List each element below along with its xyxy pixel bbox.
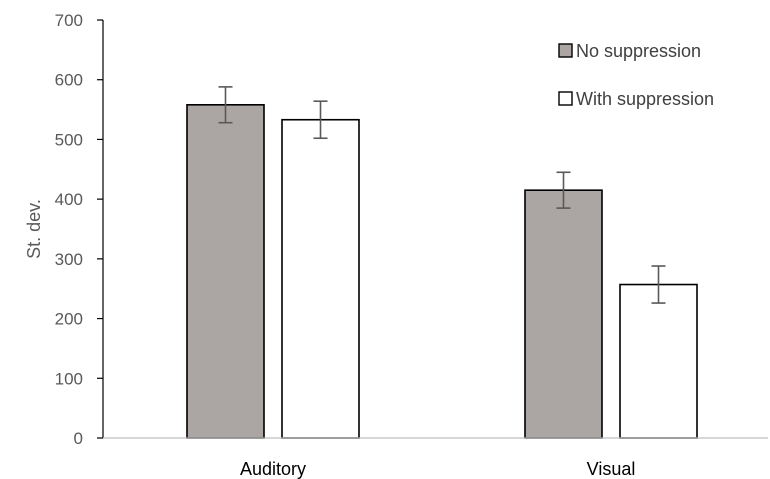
x-tick-label: Visual bbox=[587, 459, 636, 479]
x-tick-label: Auditory bbox=[240, 459, 306, 479]
legend-swatch bbox=[558, 43, 573, 58]
bar-auditory-with-suppression bbox=[281, 118, 360, 439]
y-tick-label: 100 bbox=[55, 369, 83, 388]
legend-swatch bbox=[558, 91, 573, 106]
bars bbox=[186, 103, 698, 439]
y-tick-label: 200 bbox=[55, 310, 83, 329]
error-bars bbox=[218, 86, 666, 304]
bar-visual-with-suppression bbox=[619, 283, 698, 439]
legend: No suppression With suppression bbox=[558, 41, 714, 109]
y-tick-label: 600 bbox=[55, 71, 83, 90]
y-tick-label: 700 bbox=[55, 11, 83, 30]
bar-auditory-no-suppression bbox=[186, 103, 265, 439]
y-tick-label: 400 bbox=[55, 190, 83, 209]
y-tick-label: 500 bbox=[55, 130, 83, 149]
y-tick-label: 0 bbox=[74, 429, 83, 448]
y-tick-label: 300 bbox=[55, 250, 83, 269]
y-axis-ticks: 0 100 200 300 400 500 600 700 bbox=[55, 11, 103, 448]
legend-label: With suppression bbox=[576, 89, 714, 109]
x-axis-labels: Auditory Visual bbox=[240, 459, 635, 479]
legend-label: No suppression bbox=[576, 41, 701, 61]
bar-visual-no-suppression bbox=[524, 189, 603, 439]
y-axis-title: St. dev. bbox=[24, 199, 44, 259]
